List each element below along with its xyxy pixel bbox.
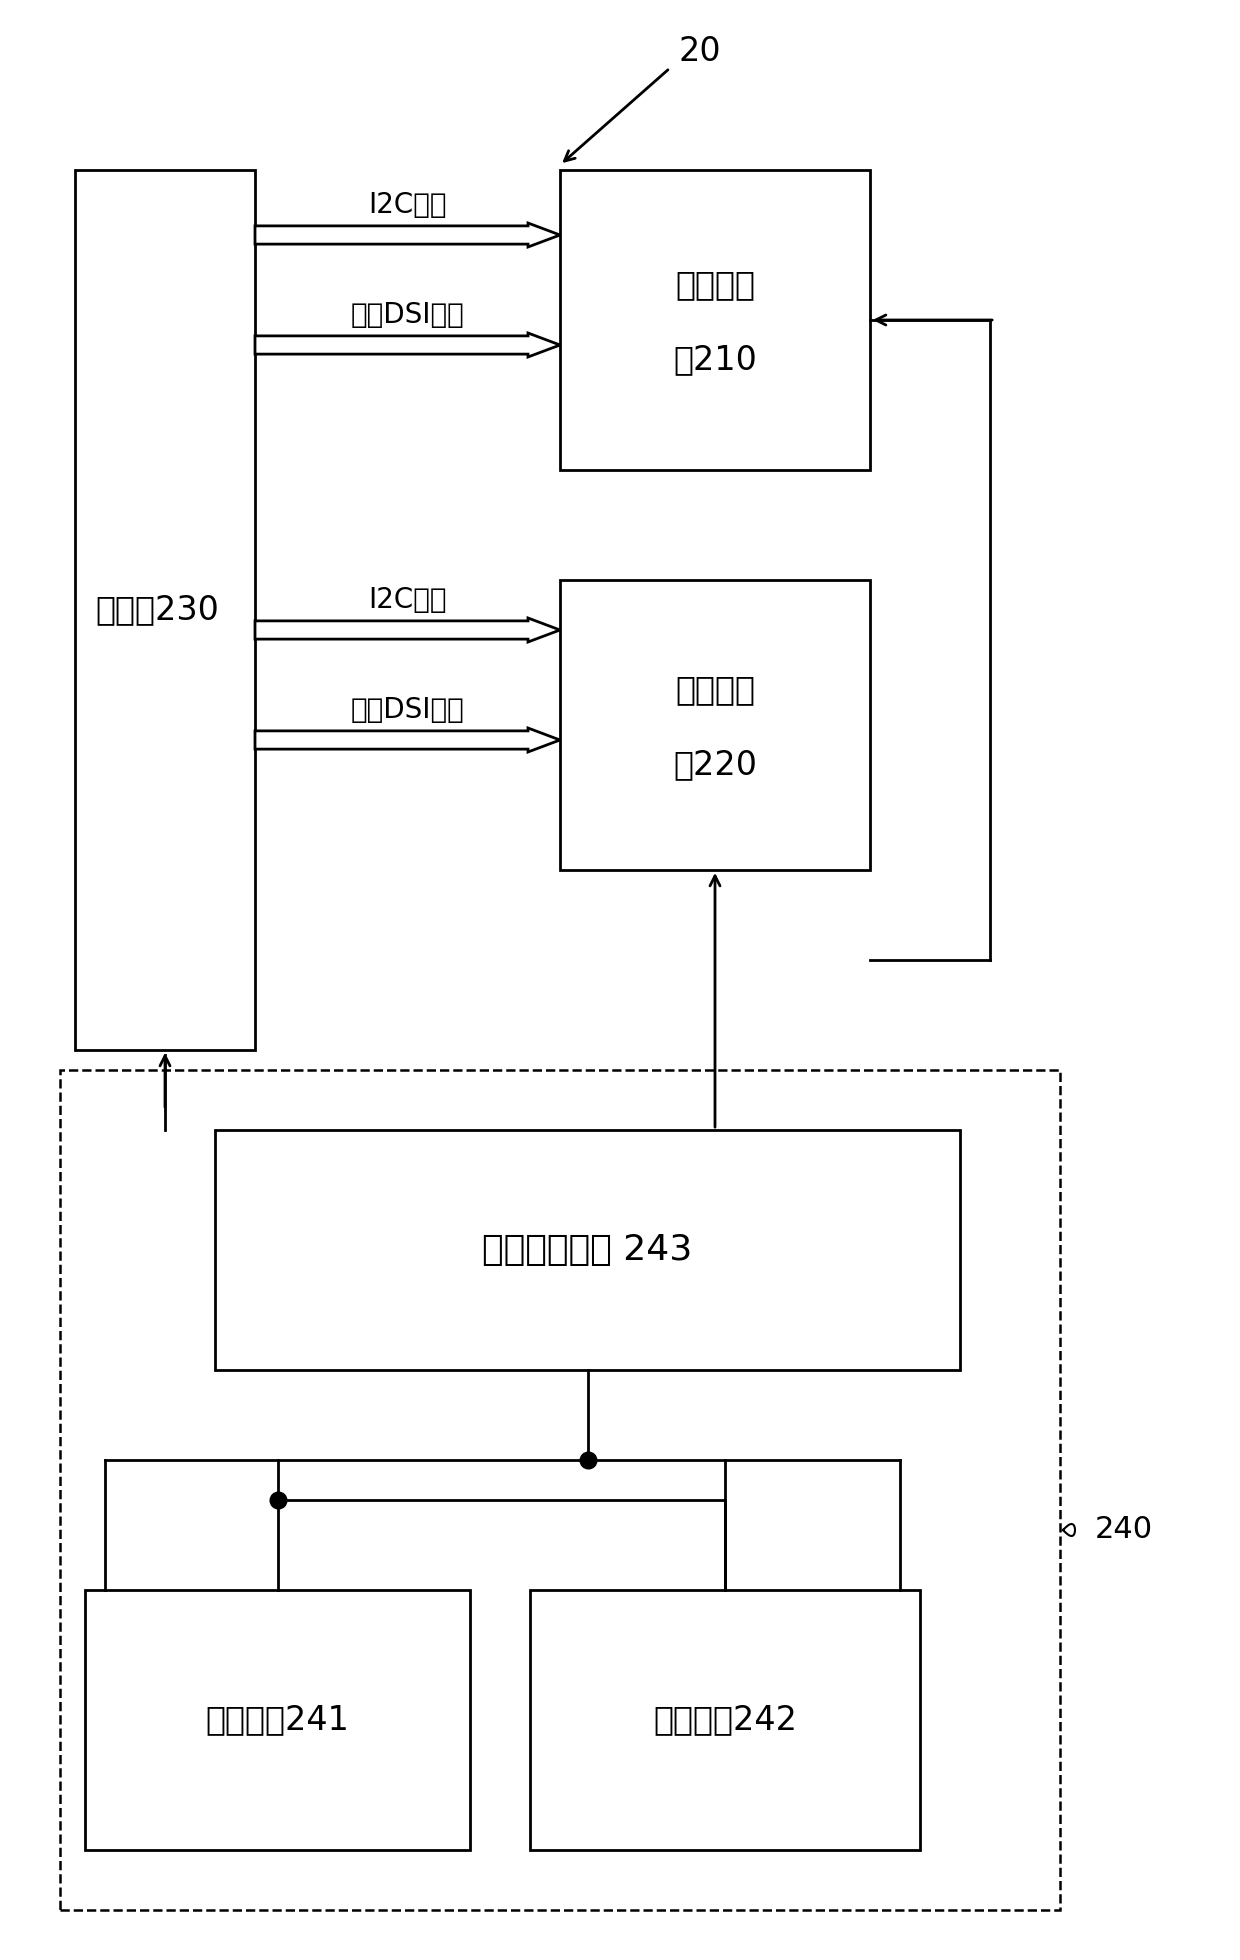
Text: I2C总线: I2C总线 — [368, 190, 446, 220]
Text: 电源管理芯片 243: 电源管理芯片 243 — [482, 1233, 693, 1266]
Bar — [86, 1590, 470, 1850]
Bar — [74, 171, 255, 1051]
Text: 第二DSI端口: 第二DSI端口 — [351, 696, 464, 723]
Text: 第二显示: 第二显示 — [675, 674, 755, 706]
Text: 20: 20 — [678, 35, 722, 69]
Text: 第一DSI端口: 第一DSI端口 — [351, 302, 464, 329]
Text: 屏220: 屏220 — [673, 749, 756, 782]
Bar — [60, 1070, 1060, 1909]
Bar — [560, 580, 870, 870]
Bar — [215, 1131, 960, 1370]
Text: 控制器230: 控制器230 — [95, 594, 219, 627]
Bar — [560, 171, 870, 470]
Text: 屏210: 屏210 — [673, 343, 756, 376]
Text: 240: 240 — [1095, 1515, 1153, 1544]
Polygon shape — [255, 727, 560, 753]
Text: 第二电池242: 第二电池242 — [653, 1703, 797, 1737]
Text: 第一电池241: 第一电池241 — [206, 1703, 350, 1737]
Text: I2C总线: I2C总线 — [368, 586, 446, 613]
Polygon shape — [255, 617, 560, 643]
Polygon shape — [255, 223, 560, 247]
Polygon shape — [255, 333, 560, 357]
Bar — [529, 1590, 920, 1850]
Text: 第一显示: 第一显示 — [675, 269, 755, 302]
